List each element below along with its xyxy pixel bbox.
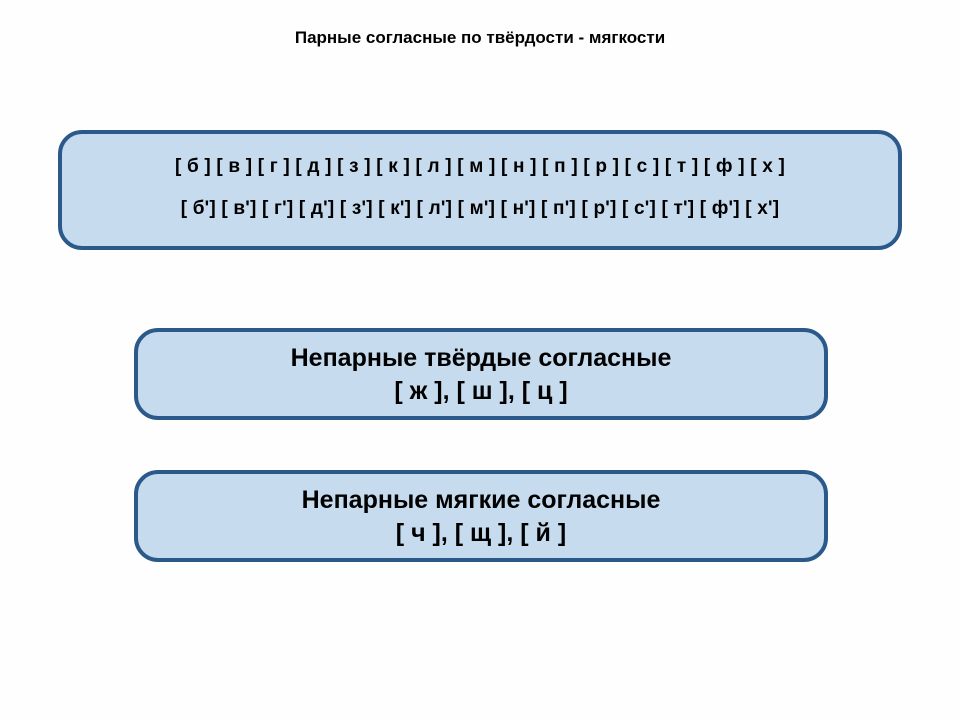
unpaired-soft-box: Непарные мягкие согласные [ ч ], [ щ ], …: [134, 470, 828, 562]
unpaired-soft-heading: Непарные мягкие согласные: [138, 484, 824, 517]
unpaired-soft-sounds: [ ч ], [ щ ], [ й ]: [138, 517, 824, 550]
paired-soft-row: [ б'] [ в'] [ г'] [ д'] [ з'] [ к'] [ л'…: [62, 198, 898, 220]
unpaired-hard-heading: Непарные твёрдые согласные: [138, 342, 824, 375]
unpaired-hard-box: Непарные твёрдые согласные [ ж ], [ ш ],…: [134, 328, 828, 420]
page-title: Парные согласные по твёрдости - мягкости: [0, 28, 960, 48]
paired-hard-row: [ б ] [ в ] [ г ] [ д ] [ з ] [ к ] [ л …: [62, 156, 898, 178]
paired-consonants-box: [ б ] [ в ] [ г ] [ д ] [ з ] [ к ] [ л …: [58, 130, 902, 250]
unpaired-hard-sounds: [ ж ], [ ш ], [ ц ]: [138, 375, 824, 408]
